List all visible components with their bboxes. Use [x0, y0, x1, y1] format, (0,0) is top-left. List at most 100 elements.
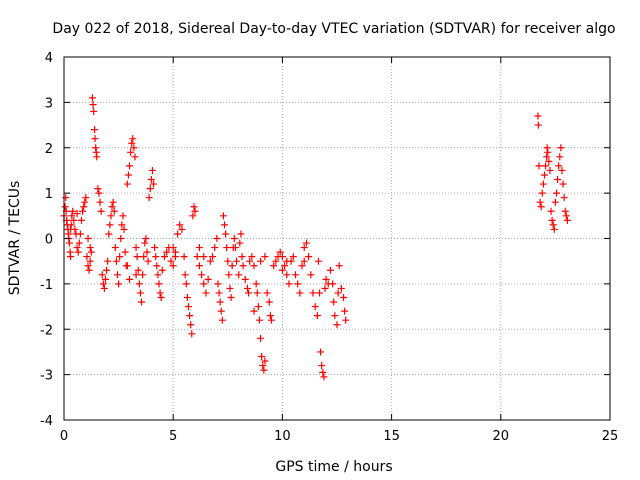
data-point-marker — [128, 139, 136, 147]
data-point-marker — [180, 253, 188, 261]
data-point-marker — [294, 280, 302, 288]
data-point-marker — [221, 221, 229, 229]
data-point-marker — [80, 203, 88, 211]
data-point-marker — [534, 112, 542, 120]
data-point-marker — [132, 244, 140, 252]
data-point-marker — [555, 162, 563, 170]
y-axis-label: SDTVAR / TECUs — [7, 181, 23, 296]
data-point-marker — [230, 235, 238, 242]
data-point-marker — [296, 289, 304, 297]
data-point-marker — [237, 230, 245, 238]
data-point-marker — [245, 289, 253, 297]
data-point-marker — [135, 280, 143, 288]
data-point-marker — [543, 144, 551, 152]
data-point-marker — [215, 289, 223, 297]
data-point-marker — [289, 253, 297, 261]
data-point-marker — [189, 212, 197, 220]
data-point-marker — [183, 293, 191, 301]
data-point-marker — [246, 257, 254, 265]
y-tick-label: -1 — [40, 278, 53, 293]
data-point-marker — [84, 235, 92, 242]
data-point-marker — [278, 266, 286, 274]
data-point-marker — [318, 362, 326, 370]
data-point-marker — [233, 257, 241, 265]
data-point-marker — [283, 257, 291, 265]
data-point-marker — [127, 148, 135, 156]
data-point-marker — [86, 244, 94, 252]
data-point-marker — [261, 253, 269, 261]
data-point-marker — [68, 212, 76, 220]
data-point-marker — [544, 148, 552, 156]
data-point-marker — [217, 307, 225, 315]
data-point-marker — [223, 244, 231, 252]
x-tick-label: 20 — [493, 429, 510, 444]
data-point-marker — [93, 153, 101, 161]
data-point-marker — [82, 194, 90, 202]
data-points — [60, 94, 571, 381]
data-point-marker — [73, 244, 81, 252]
data-point-marker — [311, 303, 319, 311]
data-point-marker — [97, 207, 105, 215]
data-point-marker — [195, 262, 203, 270]
data-point-marker — [158, 266, 166, 274]
data-point-marker — [558, 166, 566, 174]
data-point-marker — [155, 280, 163, 288]
data-point-marker — [200, 253, 208, 261]
data-point-marker — [191, 207, 199, 215]
data-point-marker — [74, 248, 82, 256]
data-point-marker — [562, 212, 570, 220]
data-point-marker — [120, 225, 128, 233]
x-tick-label: 15 — [383, 429, 400, 444]
y-tick-label: -4 — [40, 414, 53, 429]
data-point-marker — [550, 225, 558, 233]
data-point-marker — [119, 212, 127, 220]
data-point-marker — [200, 280, 208, 288]
data-point-marker — [83, 253, 91, 261]
data-point-marker — [539, 180, 547, 188]
data-point-marker — [96, 198, 104, 206]
data-point-marker — [123, 180, 131, 188]
data-point-marker — [319, 368, 327, 376]
grid — [64, 57, 610, 420]
data-point-marker — [253, 289, 261, 297]
data-point-marker — [98, 271, 106, 279]
data-point-marker — [252, 280, 260, 288]
data-point-marker — [94, 185, 102, 193]
data-point-marker — [266, 312, 274, 320]
data-point-marker — [224, 257, 232, 265]
data-point-marker — [190, 203, 198, 211]
data-point-marker — [546, 166, 554, 174]
data-point-marker — [141, 239, 149, 247]
data-point-marker — [236, 239, 244, 247]
data-point-marker — [76, 230, 84, 238]
data-point-marker — [292, 271, 300, 279]
data-point-marker — [226, 284, 234, 292]
data-point-marker — [248, 253, 256, 261]
data-point-marker — [142, 235, 150, 242]
data-point-marker — [111, 244, 119, 252]
data-point-marker — [537, 203, 545, 211]
data-point-marker — [188, 330, 196, 338]
data-point-marker — [540, 171, 548, 179]
data-point-marker — [557, 144, 565, 152]
y-tick-label: 0 — [45, 233, 53, 248]
data-point-marker — [276, 248, 284, 256]
data-point-marker — [547, 207, 555, 215]
data-point-marker — [257, 334, 265, 342]
data-point-marker — [283, 271, 291, 279]
data-point-marker — [151, 244, 159, 252]
data-point-marker — [243, 284, 251, 292]
data-point-marker — [337, 284, 345, 292]
data-point-marker — [321, 284, 329, 292]
data-point-marker — [307, 271, 315, 279]
data-point-marker — [535, 162, 543, 170]
data-point-marker — [65, 239, 73, 247]
data-point-marker — [340, 293, 348, 301]
data-point-marker — [70, 216, 78, 224]
data-point-marker — [130, 144, 138, 152]
data-point-marker — [298, 262, 306, 270]
data-point-marker — [214, 280, 222, 288]
data-point-marker — [181, 271, 189, 279]
data-point-marker — [238, 253, 246, 261]
data-point-marker — [121, 248, 129, 256]
